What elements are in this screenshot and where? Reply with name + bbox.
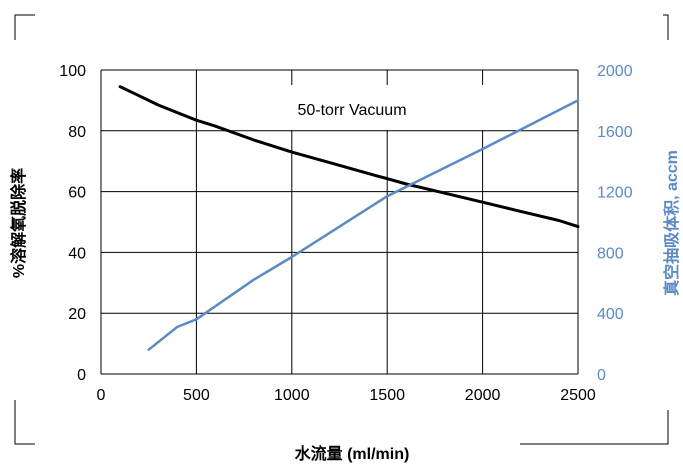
y2-tick-label: 800: [597, 245, 624, 262]
series-layer: [118, 85, 580, 351]
y2-tick-label: 1600: [597, 124, 633, 141]
y2-tick-label: 0: [597, 367, 606, 384]
y2-tick-label: 1200: [597, 185, 633, 202]
y-tick-labels: 0 20 40 60 80 100: [59, 63, 86, 384]
corner-bracket-top-right: [663, 14, 669, 40]
series-line-removal: [118, 85, 580, 229]
y-tick-label: 100: [59, 63, 86, 80]
x-tick-label: 2500: [560, 387, 596, 404]
y2-tick-label: 400: [597, 306, 624, 323]
annotation-label: 50-torr Vacuum: [297, 102, 406, 119]
corner-bracket-top-left: [14, 14, 35, 40]
y-tick-label: 20: [68, 306, 86, 323]
x-tick-label: 0: [97, 387, 106, 404]
y2-tick-labels: 0 400 800 1200 1600 2000: [597, 63, 633, 384]
y-tick-label: 0: [77, 367, 86, 384]
x-tick-label: 500: [183, 387, 210, 404]
corner-brackets: [14, 14, 669, 445]
annotation-background: [260, 85, 485, 130]
x-tick-label: 1500: [369, 387, 405, 404]
series-line-vacuum: [147, 99, 580, 351]
y2-tick-label: 2000: [597, 63, 633, 80]
y-tick-label: 40: [68, 245, 86, 262]
y-tick-label: 60: [68, 185, 86, 202]
corner-bracket-bottom-left: [14, 400, 35, 445]
y-tick-label: 80: [68, 124, 86, 141]
corner-bracket-bottom-right: [520, 410, 669, 445]
x-tick-label: 1000: [274, 387, 310, 404]
x-tick-labels: 0 500 1000 1500 2000 2500: [97, 387, 596, 404]
x-tick-label: 2000: [465, 387, 501, 404]
x-axis-title: 水流量 (ml/min): [295, 444, 410, 463]
y2-axis-title: 真空抽吸体积, accm: [662, 150, 681, 296]
y-axis-title: %溶解氧脱除率: [9, 168, 28, 278]
